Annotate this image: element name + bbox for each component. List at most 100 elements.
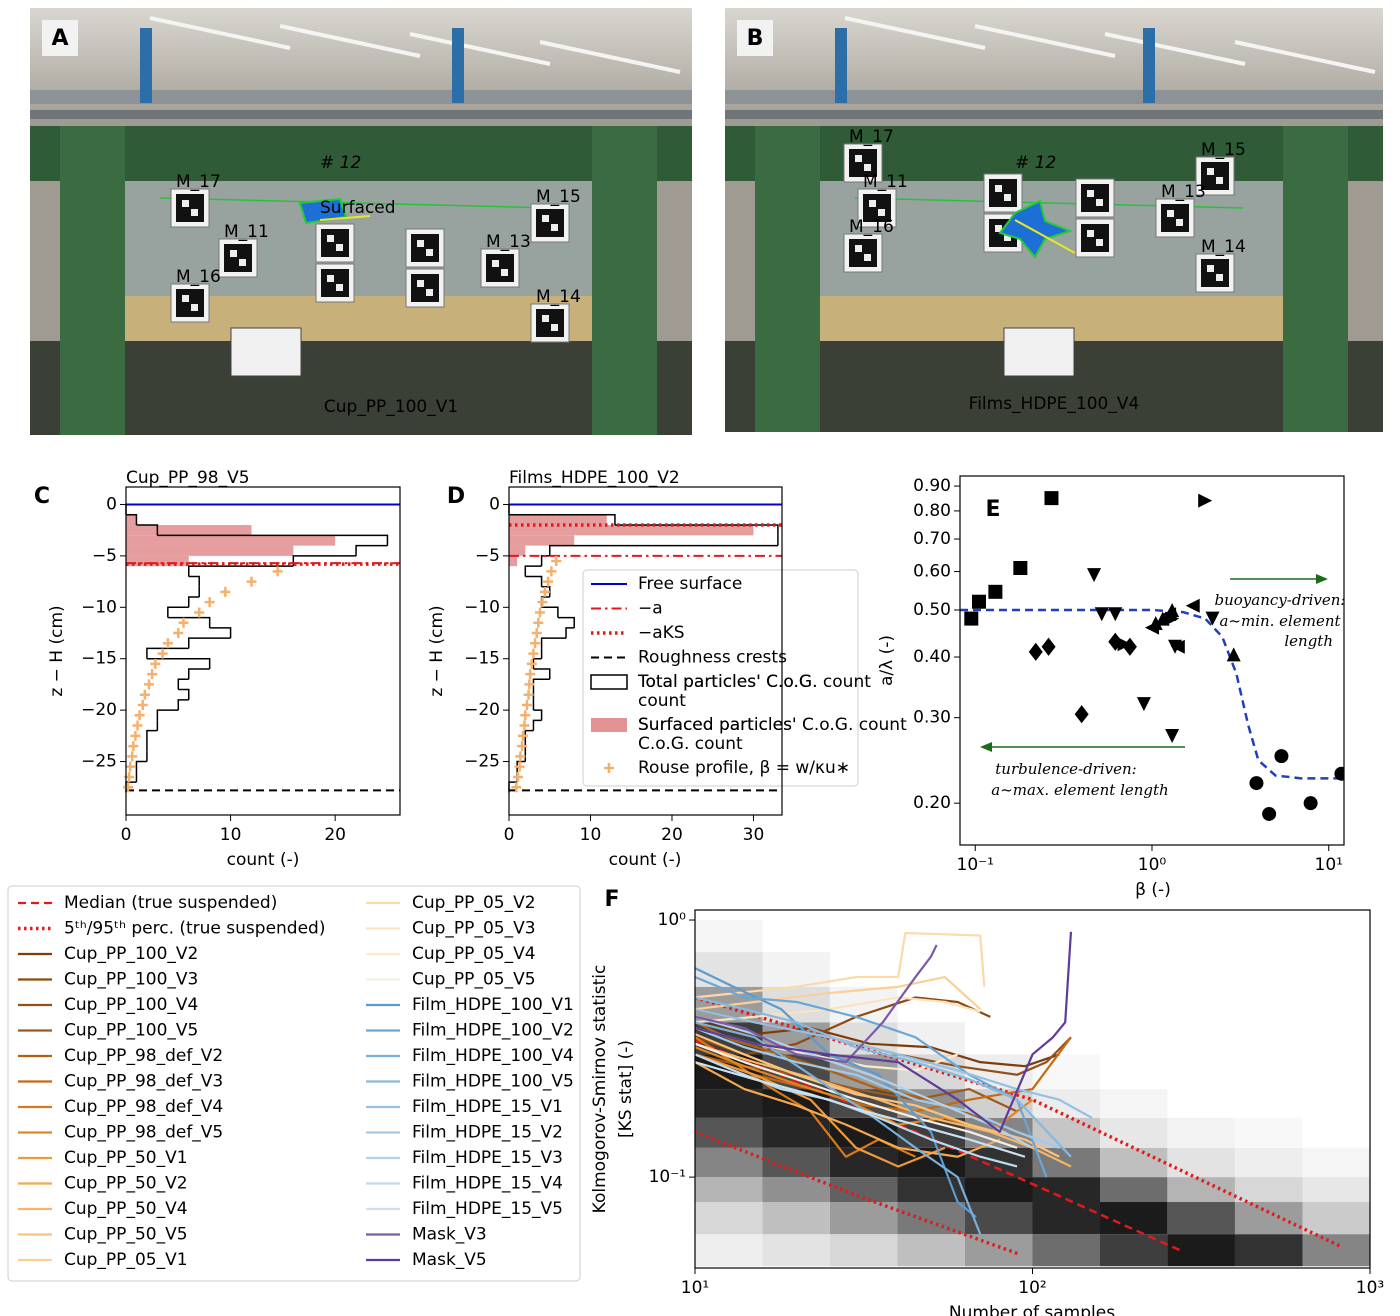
heatmap-cell xyxy=(1302,1202,1370,1235)
y-tick-label: 0.70 xyxy=(913,529,951,549)
arrow-head xyxy=(1316,574,1328,584)
scatter-point xyxy=(1198,493,1213,508)
heatmap-cell xyxy=(897,1234,966,1267)
rail-2 xyxy=(30,110,692,119)
rouse-point xyxy=(528,648,539,659)
aruco-bit xyxy=(1216,177,1223,184)
histogram-bar xyxy=(509,535,575,546)
y-axis-label: z − H (cm) xyxy=(47,605,67,696)
heatmap-cell xyxy=(1235,1089,1303,1118)
aruco-bit xyxy=(1096,199,1103,206)
aruco-bit xyxy=(492,260,499,267)
scatter-point xyxy=(1148,616,1163,631)
reference-line xyxy=(695,1130,1021,1257)
rouse-point xyxy=(162,638,173,649)
heatmap-cell xyxy=(1167,1147,1235,1178)
scatter-point xyxy=(1205,611,1220,626)
annotation: length xyxy=(1284,632,1333,650)
ceiling-light xyxy=(1234,40,1376,74)
pillar xyxy=(592,126,657,435)
heatmap-cell xyxy=(1167,1089,1235,1118)
histogram-step xyxy=(187,637,231,649)
histogram-step xyxy=(167,606,189,618)
rouse-point xyxy=(543,576,554,587)
scatter-point xyxy=(1226,647,1241,662)
series-line xyxy=(695,1021,1060,1068)
aruco-bit xyxy=(1096,239,1103,246)
heatmap-cell xyxy=(1235,920,1303,952)
scatter-point xyxy=(1262,806,1277,821)
histogram-step xyxy=(532,719,542,731)
rouse-point xyxy=(123,782,134,793)
histogram-step xyxy=(146,647,189,659)
rouse-point xyxy=(220,586,231,597)
heatmap-cell xyxy=(1100,1054,1167,1089)
heatmap-cell xyxy=(763,920,830,952)
photo-caption: Cup_PP_100_V1 xyxy=(324,397,458,417)
x-tick-label: 20 xyxy=(324,825,346,845)
aruco-bit xyxy=(230,250,237,257)
histogram-step xyxy=(525,575,543,587)
x-tick-label: 10 xyxy=(220,825,242,845)
series-line xyxy=(695,944,938,1064)
plot-area xyxy=(960,491,1344,821)
ceiling-light xyxy=(539,40,681,74)
heatmap-cell xyxy=(1032,1202,1101,1235)
series-line xyxy=(695,1042,1018,1149)
y-tick-label: 0 xyxy=(106,494,117,514)
histogram-bar xyxy=(509,525,754,536)
scatter-point xyxy=(971,594,986,609)
aruco-bit xyxy=(336,244,343,251)
x-axis-label: count (-) xyxy=(609,850,682,870)
legend-swatch xyxy=(591,718,627,732)
aruco-bit xyxy=(426,249,433,256)
aruco-bit xyxy=(995,185,1002,192)
heatmap-cell xyxy=(1235,1054,1303,1089)
aruco-inner xyxy=(1081,184,1109,212)
rouse-point xyxy=(534,607,545,618)
heatmap-cell xyxy=(1303,952,1370,987)
pillar xyxy=(60,126,125,435)
x-axis-label: Number of samples xyxy=(949,1303,1115,1316)
scatter-point xyxy=(1185,598,1200,613)
marker-label: M_17 xyxy=(176,172,221,192)
heatmap-cell xyxy=(897,1177,966,1203)
histogram-step xyxy=(509,514,616,526)
heatmap-cell xyxy=(1167,1202,1235,1235)
histogram-step xyxy=(146,657,211,669)
heatmap-cell xyxy=(1234,1117,1303,1148)
legend-label: Cup_PP_100_V3 xyxy=(64,970,198,990)
frame-beam xyxy=(725,126,1383,181)
particle-axis xyxy=(319,215,371,221)
scatter-point xyxy=(964,611,979,626)
heatmap-cell xyxy=(1100,1117,1168,1148)
rouse-point xyxy=(178,617,189,628)
y-tick-label: −20 xyxy=(81,700,117,720)
chart-title: Films_HDPE_100_V2 xyxy=(509,468,680,488)
legend-label: Cup_PP_98_def_V3 xyxy=(64,1072,223,1092)
scatter-point xyxy=(1094,607,1109,622)
heatmap-cell xyxy=(965,1177,1033,1203)
aruco-inner xyxy=(176,194,204,222)
legend-label: Film_HDPE_15_V3 xyxy=(412,1148,563,1168)
legend-label: 5ᵗʰ/95ᵗʰ perc. (true suspended) xyxy=(64,919,325,939)
rouse-point xyxy=(139,689,150,700)
clamp xyxy=(835,28,847,103)
scatter-point xyxy=(1303,796,1318,811)
histogram-bar xyxy=(126,535,336,546)
histogram-step xyxy=(557,616,575,628)
series-line xyxy=(695,967,977,1218)
rail-2 xyxy=(725,110,1383,119)
heatmap-cell xyxy=(1100,1089,1168,1118)
histogram-step xyxy=(532,657,542,669)
rouse-point xyxy=(537,597,548,608)
heatmap-cell xyxy=(1302,1234,1370,1267)
legend-label: Cup_PP_98_def_V5 xyxy=(64,1123,223,1143)
aruco-inner xyxy=(989,179,1017,207)
display xyxy=(230,327,302,377)
pillar xyxy=(1283,126,1348,432)
heatmap-cell xyxy=(829,1234,898,1267)
aruco-bit xyxy=(542,315,549,322)
rouse-point xyxy=(539,586,550,597)
histogram-step xyxy=(533,668,551,680)
